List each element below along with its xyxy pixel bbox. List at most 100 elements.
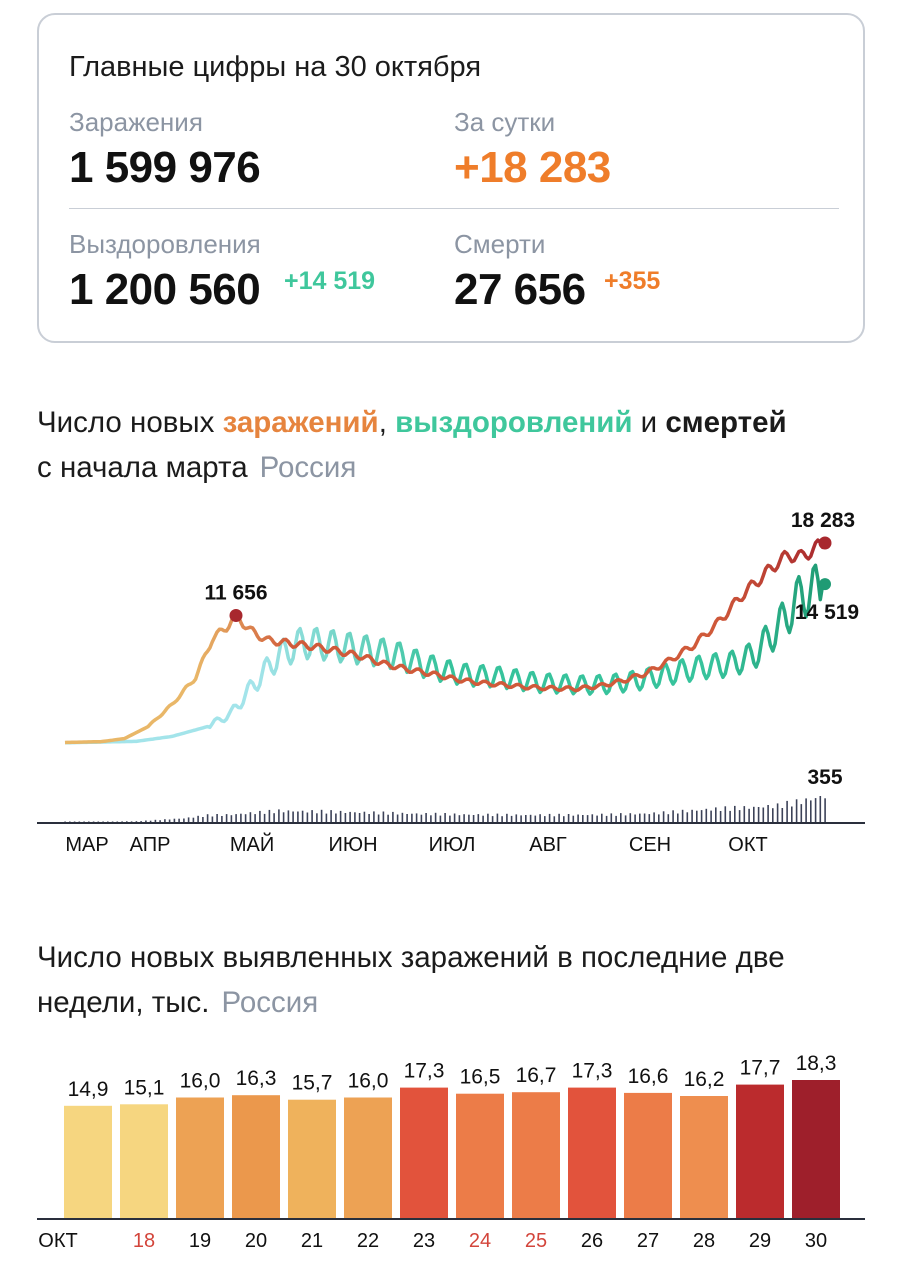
deaths-bar — [662, 811, 665, 822]
bar-value-label: 16,3 — [236, 1067, 277, 1090]
deaths-bar — [567, 814, 570, 822]
deaths-bar — [477, 814, 480, 822]
bar-x-label: 18 — [133, 1230, 155, 1252]
deaths-bar — [259, 810, 261, 822]
infections-label: Заражения — [69, 107, 203, 137]
deaths-bar — [111, 821, 114, 822]
bar-x-label: 30 — [805, 1230, 827, 1252]
deaths-bar — [263, 813, 266, 822]
deaths-bar — [349, 811, 351, 822]
bar — [680, 1096, 728, 1219]
bar-x-label: 26 — [581, 1230, 603, 1252]
deaths-bar — [624, 815, 627, 822]
deaths-bar — [634, 814, 636, 822]
deaths-bar — [596, 815, 598, 822]
deaths-bar — [130, 821, 133, 822]
deaths-bar — [805, 798, 807, 822]
recoveries-value: 1 200 560 — [69, 265, 261, 314]
deaths-bar — [211, 816, 214, 822]
chart2-title: Число новых выявленных заражений в после… — [37, 935, 867, 1025]
deaths-label: Смерти — [454, 229, 546, 259]
deaths-bar — [534, 815, 537, 822]
bar — [64, 1105, 112, 1219]
deaths-bar — [116, 821, 119, 822]
bar — [792, 1080, 840, 1219]
deaths-bar — [268, 809, 271, 822]
bar-x-label: 25 — [525, 1230, 547, 1252]
deaths-bar — [92, 821, 95, 822]
deaths-bar — [297, 811, 299, 822]
deaths-bar — [107, 821, 109, 822]
bar-x-label: 29 — [749, 1230, 771, 1252]
deaths-bar — [501, 816, 503, 822]
x-tick-label: ИЮЛ — [429, 834, 476, 856]
deaths-bar — [667, 814, 670, 822]
chart1-title: Число новых заражений, выздоровлений и с… — [37, 400, 867, 490]
deaths-bar — [173, 818, 176, 822]
deaths-bar — [168, 819, 171, 822]
deaths-bar — [140, 821, 142, 822]
deaths-delta: +355 — [604, 267, 661, 295]
bar — [344, 1097, 392, 1219]
deaths-bar — [97, 821, 100, 822]
bar-x-label: 22 — [357, 1230, 379, 1252]
deaths-bar — [762, 807, 765, 822]
deaths-bar — [135, 821, 138, 822]
deaths-bar — [610, 813, 613, 822]
deaths-bar — [800, 804, 803, 822]
bar — [120, 1104, 168, 1219]
x-tick-label: МАЙ — [230, 832, 274, 856]
chart1-title-infections: заражений — [222, 406, 379, 439]
deaths-bar — [563, 816, 565, 822]
deaths-bar — [434, 812, 437, 822]
deaths-bar — [743, 806, 746, 822]
bar — [512, 1092, 560, 1219]
deaths-bar — [491, 816, 494, 822]
card-divider — [69, 208, 839, 209]
deaths-bar — [772, 808, 774, 822]
deaths-bar — [525, 815, 527, 822]
chart1-title-and: и — [632, 406, 666, 439]
chart1-title-recoveries: выздоровлений — [395, 406, 633, 439]
bars: 14,9 15,1 16,0 16,3 15,7 16,0 17,3 16,5 16,7 17,3… — [64, 1052, 840, 1219]
deaths-bar — [306, 812, 309, 822]
bar-value-label: 16,5 — [460, 1066, 501, 1089]
bar — [176, 1097, 224, 1219]
chart1-title-comma: , — [378, 406, 387, 439]
deaths-bar — [601, 813, 603, 822]
bar-value-label: 18,3 — [796, 1052, 837, 1075]
deaths-bar — [330, 810, 332, 822]
infections-value: 1 599 976 — [69, 143, 261, 192]
x-tick-label: ОКТ — [728, 834, 767, 856]
bar — [456, 1093, 504, 1219]
bar — [736, 1084, 784, 1219]
deaths-bar — [734, 805, 736, 822]
deaths-bar — [344, 813, 347, 822]
deaths-bar — [64, 821, 66, 822]
deaths-bar — [648, 814, 651, 822]
deaths-bar — [216, 814, 218, 822]
daily-label: За сутки — [454, 107, 556, 137]
deaths-bar — [192, 817, 195, 822]
infections-line — [64, 538, 827, 745]
chart1-title-line2: с начала марта — [37, 451, 248, 484]
deaths-bar — [311, 810, 313, 822]
deaths-bar — [373, 811, 375, 822]
bar-value-label: 14,9 — [68, 1078, 109, 1101]
deaths-bar — [572, 815, 575, 822]
deaths-bar — [273, 813, 275, 822]
deaths-bar — [301, 810, 304, 822]
deaths-bar — [145, 820, 147, 822]
x-tick-label: ИЮН — [328, 834, 377, 856]
deaths-bar — [320, 809, 323, 822]
deaths-bar — [629, 813, 632, 822]
deaths-bar — [73, 821, 76, 822]
deaths-bar — [719, 811, 722, 822]
deaths-bar — [121, 821, 123, 822]
chart1-region: Россия — [259, 451, 357, 484]
deaths-bar — [515, 814, 518, 822]
deaths-bar — [164, 819, 166, 822]
bar-x-label: 24 — [469, 1230, 491, 1252]
x-axis-ticks: МАР АПР МАЙ ИЮН ИЮЛ АВГ СЕН ОКТ — [65, 832, 767, 856]
infections-end-marker — [818, 536, 832, 550]
